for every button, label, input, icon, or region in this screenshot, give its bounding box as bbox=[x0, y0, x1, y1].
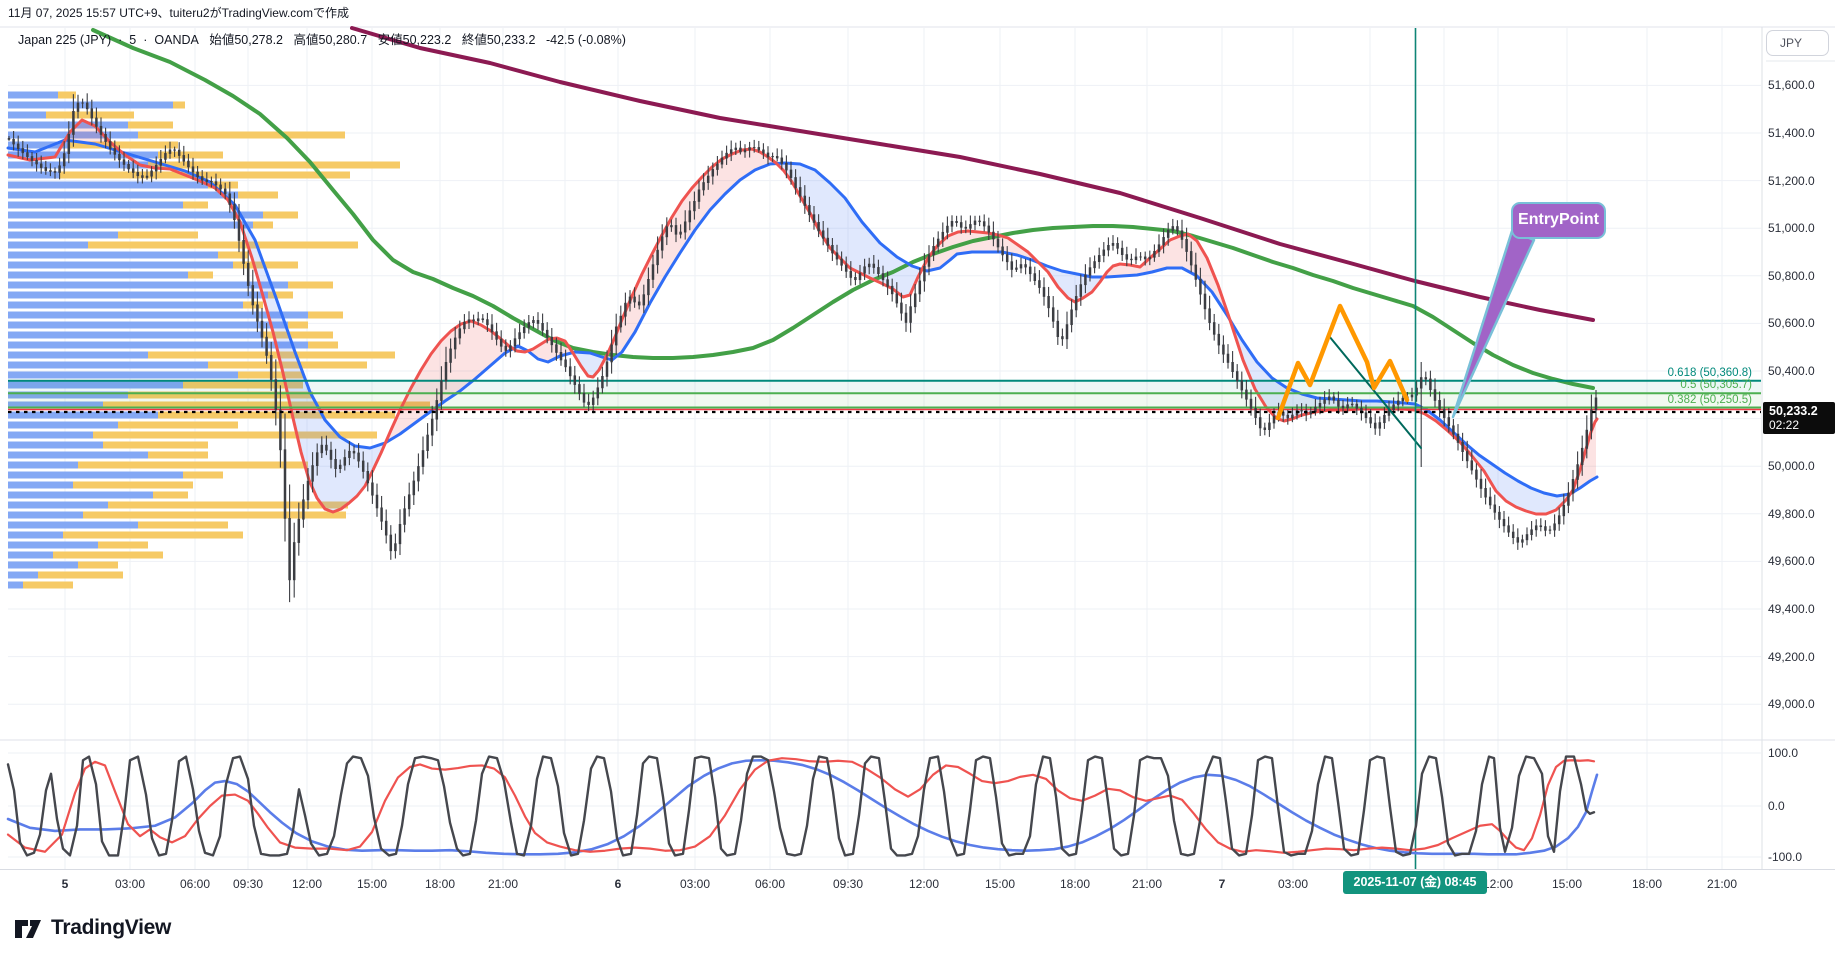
time-tick-label: 03:00 bbox=[679, 877, 711, 891]
open-value: 始値50,278.2 bbox=[209, 33, 284, 47]
price-tick-label: 50,800.0 bbox=[1768, 268, 1815, 283]
time-tick-label: 03:00 bbox=[114, 877, 146, 891]
last-price-label: 50,233.2 02:22 bbox=[1763, 402, 1835, 434]
price-tick-label: 51,200.0 bbox=[1768, 173, 1815, 188]
time-tick-label: 21:00 bbox=[1131, 877, 1163, 891]
time-tick-label: 15:00 bbox=[984, 877, 1016, 891]
close-value: 終値50,233.2 bbox=[461, 33, 536, 47]
time-tick-label: 18:00 bbox=[1059, 877, 1091, 891]
entry-point-callout[interactable]: EntryPoint bbox=[1511, 202, 1606, 239]
time-tick-label: 15:00 bbox=[356, 877, 388, 891]
price-tick-label: 49,600.0 bbox=[1768, 554, 1815, 569]
time-tick-label: 21:00 bbox=[487, 877, 519, 891]
price-tick-label: 50,400.0 bbox=[1768, 364, 1815, 378]
legend-separator: · bbox=[143, 33, 148, 47]
price-tick-label: 51,000.0 bbox=[1768, 221, 1815, 236]
currency-button[interactable]: JPY bbox=[1766, 30, 1829, 56]
time-tick-label: 21:00 bbox=[1706, 877, 1738, 891]
price-tick-label: 51,600.0 bbox=[1768, 78, 1815, 93]
price-tick-label: 50,000.0 bbox=[1768, 459, 1815, 474]
creation-note: 11月 07, 2025 15:57 UTC+9、tuiteru2がTradin… bbox=[8, 6, 349, 20]
bar-countdown: 02:22 bbox=[1769, 418, 1800, 432]
price-tick-label: 50,600.0 bbox=[1768, 316, 1815, 331]
change-value: -42.5 (-0.08%) bbox=[545, 33, 626, 47]
time-tick-label: 12:00 bbox=[1482, 877, 1514, 891]
tradingview-logo[interactable]: TradingView bbox=[13, 913, 171, 943]
fib-level-label: 0.618 (50,360.8) bbox=[1667, 366, 1752, 379]
fib-level-label: 0.382 (50,250.5) bbox=[1667, 393, 1752, 406]
time-tick-label: 06:00 bbox=[179, 877, 211, 891]
time-tick-label: 06:00 bbox=[754, 877, 786, 891]
time-tick-label: 03:00 bbox=[1277, 877, 1309, 891]
price-tick-label: 49,400.0 bbox=[1768, 602, 1815, 616]
low-value: 安値50,223.2 bbox=[377, 33, 452, 47]
time-tick-label: 09:30 bbox=[832, 877, 864, 891]
fib-level-label: 0.5 (50,305.7) bbox=[1680, 379, 1752, 392]
time-tick-label: 6 bbox=[614, 877, 622, 891]
price-tick-label: 51,400.0 bbox=[1768, 126, 1815, 140]
interval-value[interactable]: 5 bbox=[129, 33, 137, 47]
time-tick-label: 7 bbox=[1218, 877, 1226, 891]
high-value: 高値50,280.7 bbox=[293, 33, 368, 47]
time-tick-label: 12:00 bbox=[291, 877, 323, 891]
time-tick-label: 5 bbox=[61, 877, 69, 891]
oscillator-tick-label: -100.0 bbox=[1768, 850, 1803, 864]
symbol-name[interactable]: Japan 225 (JPY) bbox=[18, 33, 112, 47]
price-tick-label: 49,800.0 bbox=[1768, 506, 1815, 521]
time-tick-label: 12:00 bbox=[908, 877, 940, 891]
price-tick-label: 49,000.0 bbox=[1768, 697, 1815, 712]
time-tick-label: 18:00 bbox=[1631, 877, 1663, 891]
oscillator-tick-label: 100.0 bbox=[1768, 746, 1799, 760]
symbol-legend[interactable]: Japan 225 (JPY) · 5 · OANDA 始値50,278.2 高値50,… bbox=[18, 29, 633, 48]
price-tick-label: 49,200.0 bbox=[1768, 649, 1815, 664]
time-tick-label: 09:30 bbox=[232, 877, 264, 891]
time-scale[interactable]: 5 03:00 06:00 09:30 12:00 15:00 18:00 21:00 6 03:… bbox=[0, 869, 1835, 903]
tradingview-logo-text: TradingView bbox=[51, 916, 172, 939]
time-tick-label: 18:00 bbox=[424, 877, 456, 891]
tradingview-logo-icon bbox=[15, 920, 41, 938]
exchange-name: OANDA bbox=[154, 33, 199, 47]
time-tick-label: 15:00 bbox=[1551, 877, 1583, 891]
legend-separator: · bbox=[118, 33, 123, 47]
oscillator-tick-label: 0.0 bbox=[1768, 799, 1785, 813]
vline-date-badge: 2025-11-07 (金) 08:45 bbox=[1343, 871, 1487, 894]
last-price-value: 50,233.2 bbox=[1769, 404, 1818, 418]
